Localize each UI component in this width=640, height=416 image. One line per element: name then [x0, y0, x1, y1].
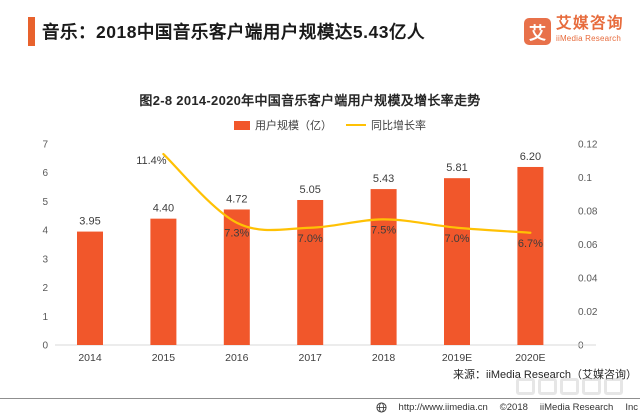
iimedia-logo: 艾 艾媒咨询 iiMedia Research — [523, 15, 624, 45]
chart-legend: 用户规模（亿） 同比增长率 — [0, 117, 640, 133]
y-axis-left-tick: 3 — [42, 254, 48, 265]
legend-label-user-scale: 用户规模（亿） — [255, 120, 332, 132]
legend-item-user-scale: 用户规模（亿） — [234, 117, 332, 133]
bar-value-label: 4.72 — [226, 193, 247, 205]
bar-2019E — [444, 178, 470, 345]
logo-name-en: iiMedia Research — [555, 33, 621, 43]
legend-item-growth-rate: 同比增长率 — [346, 117, 426, 133]
growth-point-label: 6.7% — [518, 238, 543, 250]
watermark — [516, 378, 623, 395]
watermark-glyph — [604, 378, 623, 395]
bar-2016 — [223, 209, 250, 345]
growth-point-label: 7.5% — [371, 224, 396, 236]
globe-icon — [375, 402, 387, 413]
bar-2017 — [297, 199, 324, 345]
x-axis-label: 2020E — [515, 352, 545, 364]
y-axis-right-tick: 0.06 — [578, 240, 598, 251]
footer-inc: Inc — [625, 402, 638, 413]
footer-company: iiMedia Research — [539, 402, 614, 413]
y-axis-right-tick: 0 — [578, 341, 584, 352]
bar-2014 — [77, 231, 103, 345]
footer-copyright: ©2018 — [499, 402, 528, 413]
page-title: 音乐：2018中国音乐客户端用户规模达5.43亿人 — [42, 22, 425, 42]
growth-point-label: 7.0% — [444, 233, 469, 245]
bar-value-label: 5.81 — [446, 162, 467, 174]
bar-value-label: 5.05 — [299, 184, 320, 196]
source-note: 来源：iiMedia Research（艾媒咨询） — [453, 369, 637, 381]
bar-value-label: 4.40 — [153, 203, 174, 215]
legend-label-growth-rate: 同比增长率 — [371, 120, 426, 132]
footer-divider — [0, 398, 640, 399]
y-axis-right-tick: 0.04 — [578, 274, 598, 285]
y-axis-left-tick: 2 — [42, 283, 48, 294]
growth-point-label: 11.4% — [136, 155, 167, 167]
footer-url: http://www.iimedia.cn — [398, 402, 488, 413]
bar-value-label: 3.95 — [79, 216, 100, 228]
growth-rate-line — [162, 152, 532, 234]
title-accent-bar — [28, 17, 35, 46]
y-axis-left-tick: 7 — [42, 140, 48, 151]
logo-name-cn: 艾媒咨询 — [555, 15, 624, 32]
bar-value-label: 5.43 — [373, 173, 394, 185]
x-axis-label: 2017 — [299, 352, 323, 364]
y-axis-left-tick: 5 — [42, 197, 48, 208]
y-axis-left-tick: 4 — [42, 226, 48, 237]
watermark-glyph — [516, 378, 535, 395]
watermark-glyph — [560, 378, 579, 395]
watermark-glyph — [582, 378, 601, 395]
y-axis-right-tick: 0.12 — [578, 140, 598, 151]
y-axis-right-tick: 0.1 — [578, 173, 592, 184]
footer: http://www.iimedia.cn ©2018 iiMedia Rese… — [375, 402, 638, 413]
bar-2018 — [370, 189, 397, 345]
y-axis-left-tick: 1 — [42, 312, 48, 323]
chart-title: 图2-8 2014-2020年中国音乐客户端用户规模及增长率走势 — [139, 93, 481, 108]
x-axis-label: 2019E — [442, 352, 472, 364]
watermark-glyph — [538, 378, 557, 395]
bar-value-label: 6.20 — [520, 151, 541, 163]
x-axis-label: 2014 — [78, 352, 102, 364]
bar-swatch-icon — [234, 120, 250, 130]
y-axis-right-tick: 0.02 — [578, 307, 598, 318]
growth-point-label: 7.0% — [298, 233, 323, 245]
y-axis-left-tick: 6 — [42, 168, 48, 179]
growth-point-label: 7.3% — [224, 228, 249, 240]
line-swatch-icon — [346, 124, 366, 126]
y-axis-right-tick: 0.08 — [578, 207, 598, 218]
chart-svg: 0 1 2 3 4 5 6 7 0 0.02 0.04 0.06 0.08 0.1 0.12 3.95 2014… — [42, 140, 598, 365]
x-axis-label: 2016 — [225, 352, 249, 364]
bar-2015 — [150, 218, 177, 345]
x-axis-label: 2018 — [372, 352, 396, 364]
y-axis-left-tick: 0 — [42, 341, 48, 352]
logo-mark-icon: 艾 — [523, 18, 551, 45]
x-axis-label: 2015 — [152, 352, 176, 364]
bar-2020E — [517, 166, 544, 345]
